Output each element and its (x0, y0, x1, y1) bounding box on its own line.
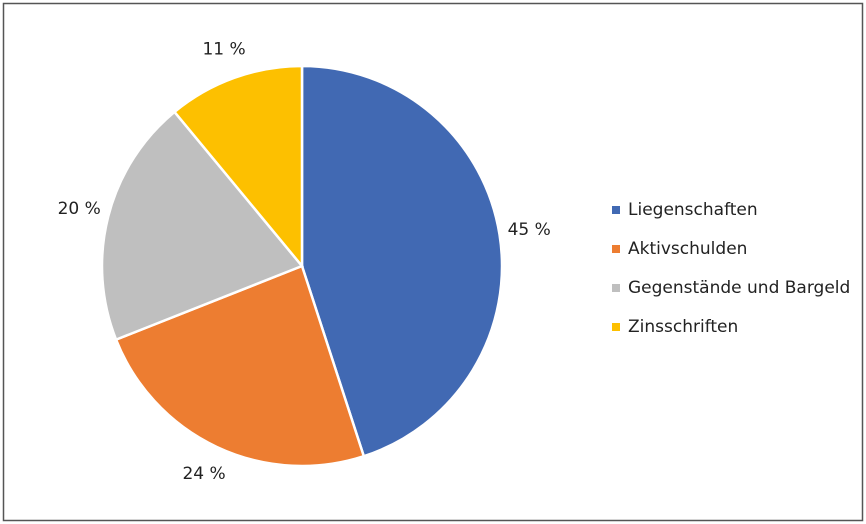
pie-slice (300, 64, 504, 458)
legend-swatch (612, 245, 620, 253)
data-label: 11 % (202, 40, 245, 60)
legend-swatch (612, 206, 620, 214)
data-label: 24 % (182, 464, 225, 484)
legend-swatch (612, 284, 620, 292)
data-label: 20 % (58, 199, 101, 219)
pie-slice (100, 110, 305, 342)
legend-label: Aktivschulden (628, 239, 747, 259)
legend-swatch (612, 323, 620, 331)
data-label: 45 % (508, 220, 551, 240)
pie-slice (172, 64, 304, 270)
legend-label: Zinsschriften (628, 317, 738, 337)
legend-label: Liegenschaften (628, 200, 758, 220)
legend-label: Gegenstände und Bargeld (628, 278, 850, 298)
